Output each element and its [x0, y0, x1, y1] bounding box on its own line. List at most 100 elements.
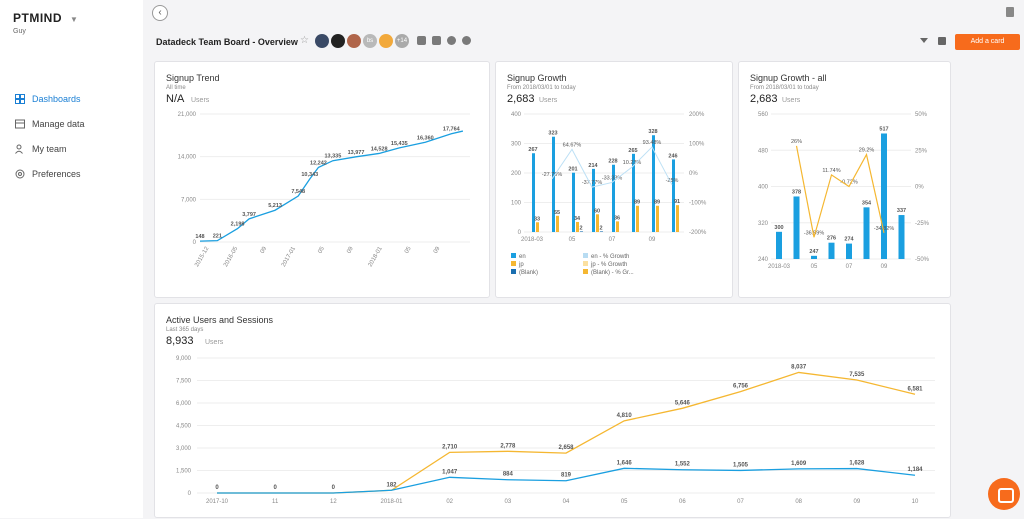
brand-logo[interactable]: PTMIND [13, 11, 62, 25]
data-label: 1,628 [849, 461, 865, 467]
growth-label: -33.33% [602, 175, 623, 181]
x-tick-label: 07 [609, 237, 616, 243]
card-active-users[interactable]: Active Users and Sessions Last 365 days … [154, 303, 951, 518]
avatar[interactable] [379, 34, 393, 48]
card-title: Signup Growth - all [750, 73, 827, 83]
add-card-button[interactable]: Add a card [955, 34, 1020, 50]
grid-icon [15, 93, 25, 104]
bar [580, 231, 583, 232]
bar [881, 133, 887, 259]
y2-tick-label: 25% [915, 148, 928, 154]
card-subtitle: From 2018/03/01 to today [750, 85, 819, 91]
data-label: 1,552 [675, 462, 691, 468]
back-button[interactable]: ‹ [152, 5, 168, 21]
data-label: 34 [574, 216, 581, 222]
data-label: 221 [213, 234, 222, 240]
x-tick-label: 2017-01 [281, 245, 298, 268]
bar [863, 207, 870, 259]
data-label: 89 [654, 200, 660, 206]
data-label: 201 [568, 167, 577, 173]
bar [676, 205, 679, 232]
bar [572, 172, 575, 232]
data-label: 354 [862, 200, 872, 206]
y-tick-label: 9,000 [176, 356, 192, 362]
avatar[interactable]: bs [363, 34, 377, 48]
data-label: 55 [554, 210, 560, 216]
star-icon[interactable]: ☆ [300, 35, 309, 46]
filter-icon[interactable] [920, 38, 928, 46]
data-label: 8,037 [791, 364, 807, 370]
card-subtitle: All time [166, 85, 186, 91]
sidebar-item-label: Dashboards [32, 93, 81, 104]
card-value: 8,933 [166, 335, 194, 347]
x-tick-label: 2015-12 [194, 245, 211, 268]
data-label: 2,710 [442, 444, 458, 450]
bar [846, 243, 852, 259]
bar [793, 196, 800, 259]
sidebar-item-preferences[interactable]: Preferences [0, 161, 143, 186]
sidebar-item-manage-data[interactable]: Manage data [0, 111, 143, 136]
card-signup-growth-all[interactable]: Signup Growth - all From 2018/03/01 to t… [738, 61, 951, 298]
signup-trend-chart: 0 7,000 14,000 21,000 2015-12 2016-05 09 2017-0… [178, 112, 470, 268]
refresh-icon[interactable] [462, 36, 471, 45]
bar [636, 205, 639, 232]
data-label: 89 [634, 200, 640, 206]
avatar-more-count[interactable]: +14 [395, 34, 409, 48]
legend-swatch [583, 253, 588, 258]
y-tick-label: 7,000 [181, 197, 197, 203]
active-users-chart: 0 1,500 3,000 4,500 6,000 7,500 9,000 2017-10 11… [176, 356, 935, 505]
x-tick-label: 05 [317, 245, 326, 254]
board-tools [417, 36, 477, 45]
series-line [217, 467, 916, 494]
data-label: 2,778 [500, 443, 516, 449]
avatar-list: bs +14 [315, 34, 411, 48]
growth-label: 64.67% [563, 142, 582, 148]
x-tick-label: 02 [446, 499, 453, 505]
growth-label: -34.82% [874, 226, 895, 232]
card-title: Signup Trend [166, 73, 220, 83]
y-tick-label: 6,000 [176, 401, 192, 407]
x-tick-label: 04 [563, 499, 570, 505]
x-tick-label: 03 [504, 499, 511, 505]
x-tick-label: 2018-03 [521, 237, 544, 243]
x-tick-label: 09 [853, 499, 860, 505]
x-tick-label: 2016-05 [223, 245, 240, 268]
data-label: 276 [827, 236, 836, 242]
document-icon[interactable] [1006, 7, 1014, 17]
data-label: 13,335 [324, 154, 341, 160]
x-tick-label: 11 [272, 499, 279, 505]
growth-label: 29.2% [859, 148, 875, 154]
data-label: 36 [614, 215, 620, 221]
growth-label: 11.74% [822, 168, 840, 174]
settings-icon [15, 169, 25, 178]
legend-item: (Blank) [519, 270, 538, 276]
card-signup-growth[interactable]: Signup Growth From 2018/03/01 to today 2… [495, 61, 733, 298]
bar [600, 231, 603, 232]
avatar[interactable] [347, 34, 361, 48]
y-tick-label: 200 [511, 171, 522, 177]
y-tick-label: 300 [511, 142, 522, 148]
avatar[interactable] [331, 34, 345, 48]
card-signup-trend[interactable]: Signup Trend All time N/A Users 0 7,000 14… [154, 61, 490, 298]
data-label: 2,658 [558, 445, 574, 451]
sidebar-item-my-team[interactable]: My team [0, 136, 143, 161]
x-tick-label: 09 [649, 237, 656, 243]
card-title: Active Users and Sessions [166, 315, 274, 325]
present-icon[interactable] [432, 36, 441, 45]
bar [612, 164, 615, 232]
info-icon[interactable] [447, 36, 456, 45]
chevron-down-icon[interactable]: ▼ [70, 15, 78, 24]
calendar-icon[interactable] [938, 37, 946, 45]
y2-tick-label: -25% [915, 221, 930, 227]
sidebar-item-dashboards[interactable]: Dashboards [0, 86, 143, 111]
main-area: ‹ Datadeck Team Board - Overview ☆ bs +1… [143, 0, 1024, 518]
legend-item: jp - % Growth [590, 262, 627, 268]
avatar[interactable] [315, 34, 329, 48]
data-label: 5,646 [675, 400, 691, 406]
chat-button[interactable] [988, 478, 1020, 510]
members-icon[interactable] [417, 36, 426, 45]
y-tick-label: 560 [758, 112, 769, 118]
data-label: 0 [215, 485, 219, 491]
x-tick-label: 07 [737, 499, 744, 505]
y-tick-label: 400 [511, 112, 522, 118]
